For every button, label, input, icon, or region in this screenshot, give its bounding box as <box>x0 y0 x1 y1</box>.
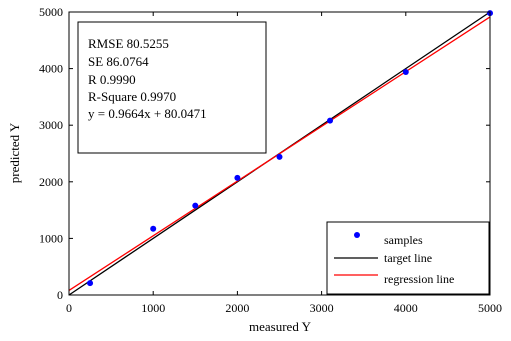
stats-r-square: R-Square 0.9970 <box>88 89 176 104</box>
plot-frame <box>68 11 491 296</box>
x-tick-label: 2000 <box>225 301 249 315</box>
sample-point <box>327 117 334 124</box>
stats-box-frame <box>77 21 267 154</box>
x-tick-label: 4000 <box>394 301 418 315</box>
stats-se: SE 86.0764 <box>88 54 149 69</box>
y-tick-label: 4000 <box>39 62 63 76</box>
legend-marker-samples <box>354 232 360 238</box>
stats-box: RMSE 80.5255 SE 86.0764 R 0.9990 R-Squar… <box>77 21 267 154</box>
plot-series <box>68 10 493 296</box>
x-axis-label: measured Y <box>249 319 312 334</box>
y-tick-label: 5000 <box>39 5 63 19</box>
x-tick-label: 3000 <box>310 301 334 315</box>
x-tick-label: 5000 <box>478 301 502 315</box>
y-tick-label: 3000 <box>39 118 63 132</box>
stats-rmse: RMSE 80.5255 <box>88 36 169 51</box>
legend-label-regression: regression line <box>384 272 454 286</box>
x-tick-label: 0 <box>66 301 72 315</box>
sample-point <box>234 174 241 181</box>
sample-point <box>87 280 94 287</box>
sample-point <box>276 153 283 160</box>
y-tick-label: 2000 <box>39 175 63 189</box>
y-tick-label: 0 <box>57 288 63 302</box>
legend: samples target line regression line <box>326 221 490 295</box>
sample-point <box>192 202 199 209</box>
axis-ticks: 0 1000 2000 3000 4000 5000 0 1000 2000 3000 4000 50… <box>39 5 502 315</box>
legend-label-samples: samples <box>384 233 423 247</box>
regression-line <box>68 16 491 292</box>
sample-point <box>150 225 157 232</box>
stats-r: R 0.9990 <box>88 72 136 87</box>
legend-label-target: target line <box>384 251 432 265</box>
y-tick-label: 1000 <box>39 231 63 245</box>
stats-equation: y = 0.9664x + 80.0471 <box>88 106 207 121</box>
x-tick-label: 1000 <box>141 301 165 315</box>
sample-point <box>402 68 409 75</box>
y-axis-label: predicted Y <box>7 122 22 183</box>
